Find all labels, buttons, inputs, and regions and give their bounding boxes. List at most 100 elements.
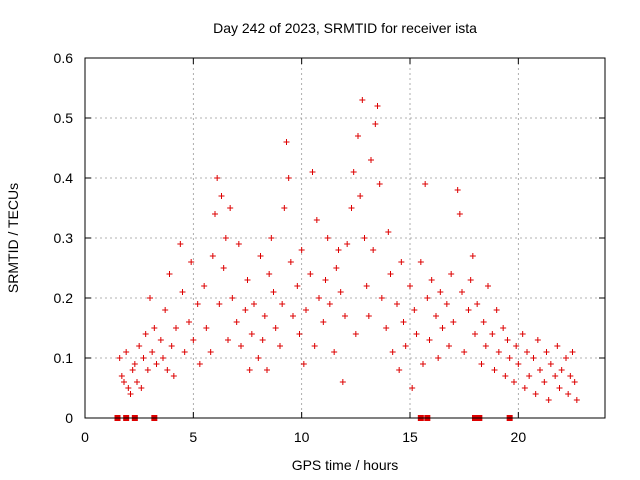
data-point <box>326 301 333 307</box>
data-point <box>428 277 435 283</box>
data-point <box>157 337 164 343</box>
data-point <box>350 169 357 175</box>
data-point <box>142 331 149 337</box>
data-point <box>363 283 370 289</box>
data-point <box>268 235 275 241</box>
data-point <box>420 361 426 367</box>
data-point <box>196 361 203 367</box>
data-point <box>287 259 294 265</box>
data-point <box>526 373 533 379</box>
data-point <box>264 367 270 373</box>
data-point <box>493 307 500 313</box>
data-point <box>500 325 507 331</box>
data-point <box>426 337 433 343</box>
data-point <box>201 283 208 289</box>
data-point <box>216 301 223 307</box>
data-point <box>164 367 171 373</box>
data-point <box>272 325 279 331</box>
data-point <box>370 247 377 253</box>
data-point <box>424 295 431 301</box>
data-point <box>140 355 147 361</box>
data-point <box>242 307 249 313</box>
data-point <box>558 367 565 373</box>
data-point <box>324 235 331 241</box>
data-point <box>567 373 574 379</box>
data-point <box>294 283 301 289</box>
data-point <box>179 289 186 295</box>
data-point <box>218 193 225 199</box>
data-point <box>541 379 548 385</box>
x-tick-label: 20 <box>511 429 527 445</box>
data-point <box>290 313 296 319</box>
data-point <box>251 301 257 307</box>
data-point <box>255 355 262 361</box>
data-point <box>160 355 166 361</box>
data-point <box>396 367 403 373</box>
data-point <box>361 235 368 241</box>
data-point <box>285 175 292 181</box>
data-point <box>482 343 489 349</box>
data-point <box>352 331 359 337</box>
data-point <box>417 259 424 265</box>
data-point <box>504 337 511 343</box>
data-point <box>209 253 216 259</box>
data-point <box>387 271 394 277</box>
data-point <box>151 325 158 331</box>
data-point <box>149 349 156 355</box>
data-point <box>244 277 251 283</box>
data-point <box>283 139 290 145</box>
data-point <box>266 271 273 277</box>
data-point <box>203 325 210 331</box>
data-point <box>474 301 481 307</box>
y-tick-label: 0.5 <box>54 110 74 126</box>
data-point <box>320 319 327 325</box>
data-point <box>491 367 498 373</box>
data-point <box>238 343 244 349</box>
data-point <box>554 343 561 349</box>
data-point <box>233 319 240 325</box>
data-point <box>125 385 132 391</box>
data-point <box>515 361 522 367</box>
data-point <box>437 289 444 295</box>
data-point <box>331 349 338 355</box>
data-point <box>123 349 130 355</box>
x-tick-label: 10 <box>294 429 310 445</box>
data-point <box>257 253 264 259</box>
data-point <box>138 385 145 391</box>
data-point <box>261 313 268 319</box>
x-axis-label: GPS time / hours <box>292 457 399 473</box>
data-point <box>461 349 468 355</box>
data-point <box>270 289 277 295</box>
data-point <box>378 295 385 301</box>
data-point <box>214 175 221 181</box>
data-point <box>279 301 286 307</box>
data-point <box>248 331 255 337</box>
data-point <box>303 307 309 313</box>
data-point <box>194 301 201 307</box>
data-point <box>311 343 318 349</box>
data-point <box>465 307 472 313</box>
data-point <box>168 343 175 349</box>
data-point <box>537 367 543 373</box>
data-point <box>281 205 288 211</box>
data-point <box>383 325 390 331</box>
data-point <box>129 367 136 373</box>
data-point <box>511 379 517 385</box>
grid <box>85 58 605 418</box>
y-tick-label: 0.1 <box>54 350 74 366</box>
data-point <box>413 331 420 337</box>
data-point <box>322 277 329 283</box>
x-tick-label: 15 <box>402 429 418 445</box>
data-point <box>181 349 188 355</box>
data-point <box>153 361 160 367</box>
data-point <box>118 373 125 379</box>
data-point <box>450 319 457 325</box>
data-point <box>552 373 559 379</box>
y-axis-label: SRMTID / TECUs <box>5 183 21 293</box>
data-point <box>435 355 442 361</box>
data-point <box>359 97 366 103</box>
data-point <box>534 337 541 343</box>
chart-title: Day 242 of 2023, SRMTID for receiver ist… <box>213 20 477 36</box>
data-point <box>186 319 192 325</box>
